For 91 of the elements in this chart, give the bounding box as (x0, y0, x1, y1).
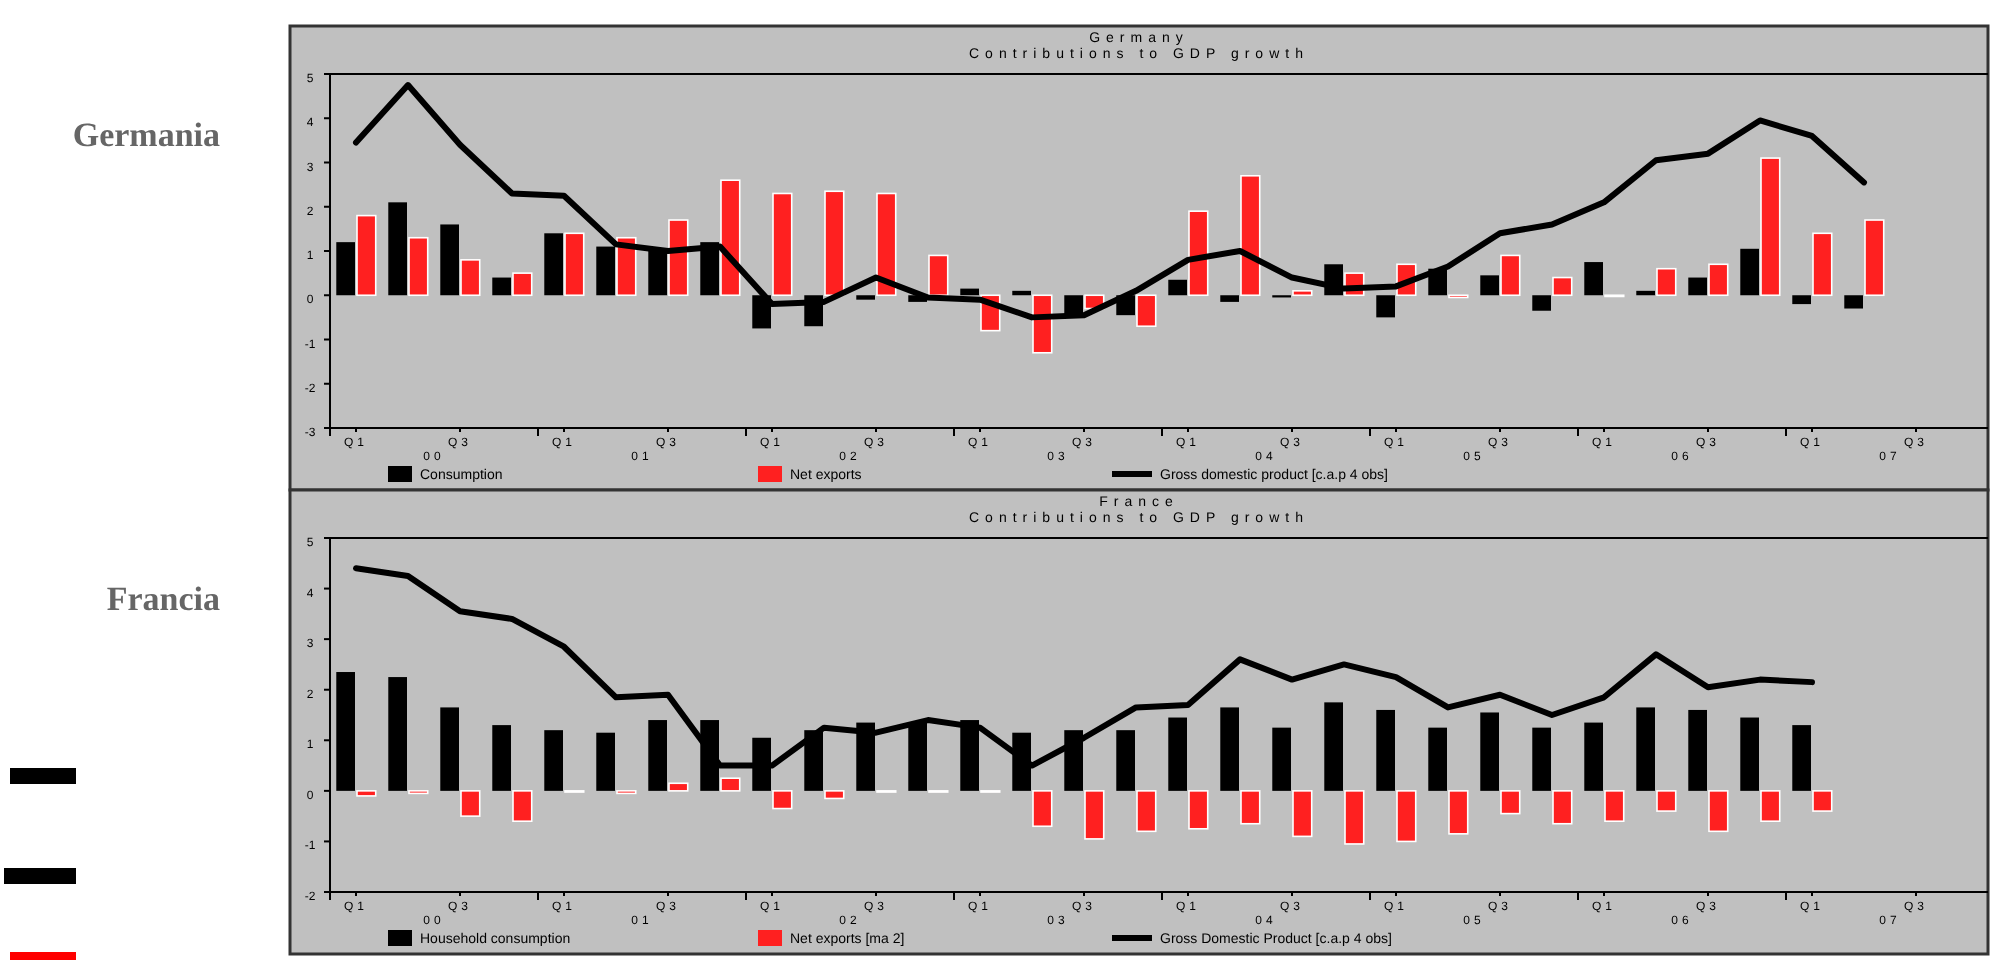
bar (1324, 702, 1343, 791)
bar (1532, 727, 1551, 791)
bar (460, 259, 481, 297)
bar (700, 242, 719, 296)
bar (1396, 790, 1417, 843)
bar (1480, 712, 1499, 791)
bar (460, 790, 481, 817)
bar (1844, 295, 1863, 309)
bar (544, 233, 563, 296)
bar (356, 214, 377, 297)
bar (1792, 295, 1811, 305)
bar (512, 272, 533, 297)
bar (1376, 295, 1395, 318)
bar (1032, 790, 1053, 828)
bar (772, 790, 793, 810)
bar (440, 707, 459, 791)
bar (492, 277, 511, 296)
bar (1500, 254, 1521, 297)
bar (1636, 290, 1655, 296)
bar (1136, 294, 1157, 328)
bar (1480, 275, 1499, 296)
bar (544, 730, 563, 791)
bar (1220, 707, 1239, 791)
bar (1740, 717, 1759, 791)
bar (720, 777, 741, 792)
bar (440, 224, 459, 296)
bar (1084, 790, 1105, 840)
bar (1064, 295, 1083, 316)
bar (1740, 248, 1759, 296)
bar (1656, 790, 1677, 812)
bar (356, 790, 377, 797)
bar (1292, 790, 1313, 838)
bar (1500, 790, 1521, 815)
bar (1708, 263, 1729, 297)
bar (1428, 727, 1447, 791)
bar (720, 179, 741, 297)
line-series (353, 82, 1867, 321)
bar (408, 236, 429, 297)
bar (1604, 790, 1625, 822)
bar (1656, 267, 1677, 297)
bar (1688, 277, 1707, 296)
bar (1292, 290, 1313, 297)
bar (1552, 276, 1573, 297)
bar (336, 242, 355, 296)
bar (824, 790, 845, 800)
bar (1584, 262, 1603, 296)
bar (1344, 790, 1365, 845)
bar (1188, 210, 1209, 297)
bar (648, 720, 667, 791)
bar (1376, 709, 1395, 791)
bar (1760, 157, 1781, 297)
bar (388, 677, 407, 791)
bar (1116, 730, 1135, 791)
bar (1136, 790, 1157, 833)
text: Francia (106, 580, 221, 618)
bar (1812, 232, 1833, 297)
bar (876, 192, 897, 297)
bar (1448, 790, 1469, 835)
bar (564, 232, 585, 297)
bar (1188, 790, 1209, 830)
bar (1240, 174, 1261, 297)
bar (1792, 725, 1811, 791)
bar (772, 192, 793, 297)
bar (1552, 790, 1573, 825)
bar (824, 190, 845, 297)
bar (1220, 295, 1239, 302)
bar (928, 254, 949, 297)
bar (596, 246, 615, 296)
bar (1532, 295, 1551, 311)
bar (596, 732, 615, 791)
bar (1760, 790, 1781, 822)
bar (336, 672, 355, 791)
bar (1012, 290, 1031, 296)
bar (388, 202, 407, 296)
bar (1864, 219, 1885, 297)
bar (668, 219, 689, 297)
text: Germania (72, 116, 221, 154)
bar (512, 790, 533, 822)
bar (1240, 790, 1261, 825)
bar (960, 288, 979, 296)
bar (1708, 790, 1729, 833)
bar (1636, 707, 1655, 791)
bar (1168, 717, 1187, 791)
bar (648, 251, 667, 296)
bar (1812, 790, 1833, 812)
bar (1584, 722, 1603, 791)
bar (1168, 279, 1187, 296)
bar (668, 782, 689, 792)
bar (1272, 727, 1291, 791)
bar (1688, 709, 1707, 791)
bar (492, 725, 511, 791)
